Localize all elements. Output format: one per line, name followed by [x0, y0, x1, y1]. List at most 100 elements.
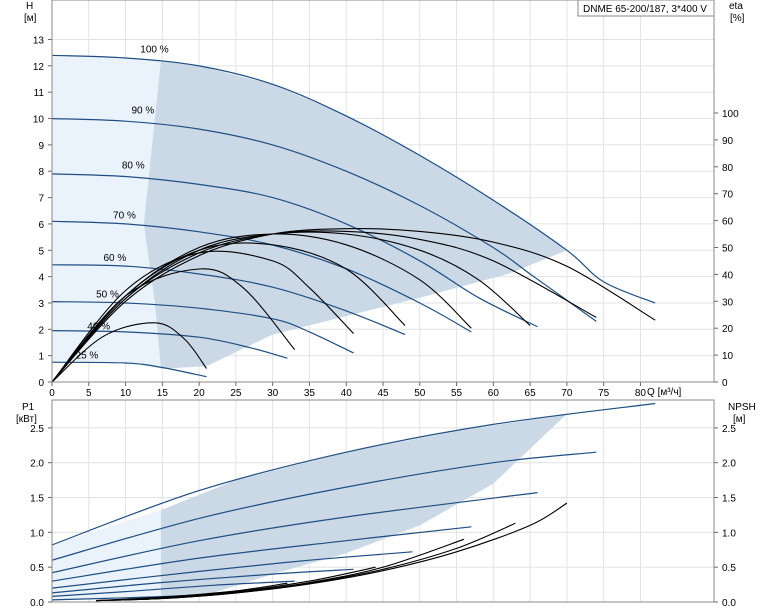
- head-curve: [51, 173, 538, 328]
- y2-tick-label: 100: [722, 109, 739, 120]
- y-axis-unit-p1: [кВт]: [16, 414, 37, 425]
- x-axis-name: Q: [647, 387, 655, 398]
- speed-label: 100 %: [140, 45, 168, 56]
- head-curve: [51, 54, 656, 304]
- head-curve: [51, 118, 597, 322]
- power-curve: [51, 451, 597, 561]
- x-tick-label: 45: [377, 388, 389, 399]
- y-tick-label: 0.5: [30, 563, 44, 574]
- y2-axis-unit-npsh: [м]: [733, 414, 746, 425]
- y-tick-label: 0.0: [30, 598, 44, 609]
- area-dark-region: [160, 413, 567, 598]
- y-tick-label: 1.0: [30, 528, 44, 539]
- y2-tick-label: 2.0: [722, 459, 736, 470]
- head-curve: [51, 361, 207, 378]
- x-tick-label: 5: [86, 388, 92, 399]
- power-curve: [51, 551, 413, 589]
- y2-tick-label: 1.5: [722, 494, 736, 505]
- speed-label: 80 %: [122, 161, 145, 172]
- model-label-box: [577, 0, 715, 17]
- y2-tick-label: 10: [722, 351, 734, 362]
- y-tick-label: 9: [38, 141, 44, 152]
- eta-curve: [51, 250, 354, 383]
- eta-curve: [51, 242, 406, 383]
- y-axis-unit-h: [м]: [24, 13, 37, 24]
- y2-tick-label: 0.0: [722, 598, 736, 609]
- y2-tick-label: 0.5: [722, 563, 736, 574]
- y2-axis-name-eta: eta: [729, 1, 743, 12]
- y-tick-label: 3: [38, 299, 44, 310]
- y2-tick-label: 20: [722, 324, 734, 335]
- power-curve: [51, 492, 538, 574]
- y-tick-label: 12: [33, 62, 45, 73]
- y-tick-label: 1.5: [30, 494, 44, 505]
- top-curves: 100 %90 %80 %70 %60 %50 %40 %25 %: [51, 45, 656, 383]
- npsh-curve: [96, 538, 465, 602]
- bottom-operating-area: [52, 413, 567, 600]
- y-axis-name-p1: P1: [22, 402, 35, 413]
- x-tick-label: 10: [120, 388, 132, 399]
- area-dark-region: [143, 60, 567, 369]
- x-tick-label: 40: [341, 388, 353, 399]
- x-tick-label: 60: [488, 388, 500, 399]
- power-curve: [51, 526, 472, 582]
- x-tick-label: 0: [49, 388, 55, 399]
- eta-curve: [51, 231, 531, 383]
- x-tick-label: 55: [451, 388, 463, 399]
- y-tick-label: 10: [33, 115, 45, 126]
- y-tick-label: 2.0: [30, 459, 44, 470]
- y-tick-label: 8: [38, 167, 44, 178]
- y2-tick-label: 1.0: [722, 528, 736, 539]
- x-tick-label: 30: [267, 388, 279, 399]
- y2-tick-label: 0: [722, 378, 728, 389]
- y-tick-label: 2.5: [30, 424, 44, 435]
- y2-axis-name-npsh: NPSH: [728, 402, 756, 413]
- bottom-curves: [51, 402, 656, 602]
- eta-curve: [51, 268, 296, 383]
- eta-curve: [51, 322, 207, 383]
- y2-tick-label: 50: [722, 243, 734, 254]
- x-tick-label: 25: [230, 388, 242, 399]
- y-tick-label: 7: [38, 194, 44, 205]
- y-tick-label: 6: [38, 220, 44, 231]
- y-tick-label: 2: [38, 325, 44, 336]
- speed-label: 60 %: [103, 253, 126, 264]
- x-tick-label: 50: [414, 388, 426, 399]
- x-tick-label: 35: [304, 388, 316, 399]
- y2-tick-label: 2.5: [722, 424, 736, 435]
- y2-tick-label: 80: [722, 163, 734, 174]
- model-label: DNME 65-200/187, 3*400 V: [583, 4, 707, 15]
- head-curve: [51, 330, 288, 359]
- y2-tick-label: 30: [722, 297, 734, 308]
- x-tick-label: 70: [561, 388, 573, 399]
- power-curve: [51, 568, 354, 594]
- x-axis-unit: [м³/ч]: [658, 387, 682, 398]
- speed-label: 70 %: [113, 211, 136, 222]
- y2-tick-label: 60: [722, 217, 734, 228]
- x-axis-label: Q [м³/ч]: [647, 387, 682, 398]
- y2-tick-label: 90: [722, 136, 734, 147]
- y2-tick-label: 70: [722, 190, 734, 201]
- speed-label: 90 %: [131, 105, 154, 116]
- eta-curve: [51, 228, 656, 383]
- area-light-region: [52, 510, 161, 600]
- power-curve: [51, 402, 656, 546]
- bottom-plot-frame: [51, 399, 715, 603]
- y2-tick-label: 40: [722, 270, 734, 281]
- x-tick-label: 65: [525, 388, 537, 399]
- npsh-curve: [96, 582, 288, 602]
- x-tick-label: 75: [598, 388, 610, 399]
- head-curve: [51, 301, 354, 354]
- speed-label: 25 %: [76, 350, 99, 361]
- bottom-ticks: 0.0 0.5 1.0 1.5 2.0 2.5 0.0 0.5 1.0 1.5 2.0 2.5: [30, 424, 736, 609]
- y-tick-label: 13: [33, 36, 45, 47]
- y-tick-label: 5: [38, 246, 44, 257]
- top-ticks: 0 5 10 15 20 25 30 35 40 45 50 55 60 65 70 75 8001234567…: [33, 36, 739, 399]
- y-axis-name-h: H: [26, 1, 33, 12]
- y-tick-label: 0: [38, 378, 44, 389]
- x-tick-label: 80: [635, 388, 647, 399]
- power-curve: [51, 580, 295, 597]
- x-tick-label: 20: [194, 388, 206, 399]
- top-plot-frame: [51, 0, 715, 383]
